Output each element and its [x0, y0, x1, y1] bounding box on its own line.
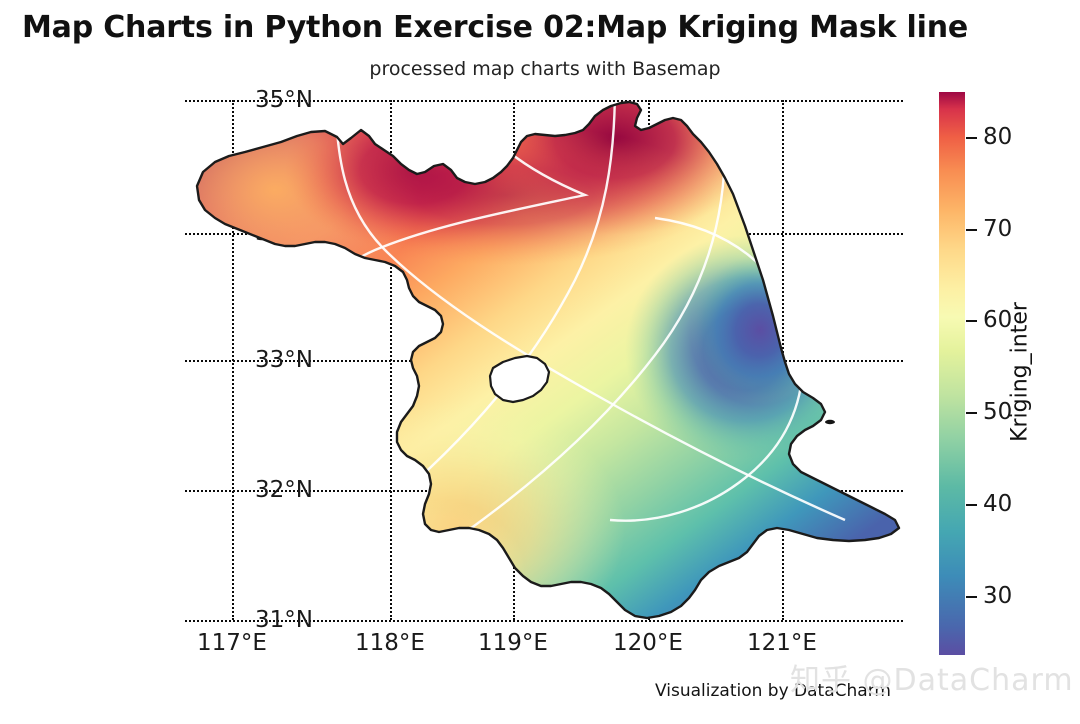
gridline-lon-117	[232, 100, 234, 620]
colorbar-tick-80: 80	[966, 124, 1012, 150]
xtick-label-117e: 117°E	[197, 630, 267, 656]
kriging-map	[195, 100, 901, 620]
gridline-lat-31	[185, 620, 903, 622]
ytick-label-33n: 33°N	[255, 347, 313, 373]
ytick-label-35n: 35°N	[255, 87, 313, 113]
gridline-lat-35	[185, 100, 903, 102]
colorbar-tick-40: 40	[966, 491, 1012, 517]
colorbar-tick-label-70: 70	[983, 216, 1013, 242]
gridline-lon-118	[390, 100, 392, 620]
offshore-island-marker	[825, 419, 835, 425]
colorbar-tick-label-60: 60	[983, 307, 1013, 333]
chart-subtitle: processed map charts with Basemap	[369, 58, 721, 80]
ytick-label-32n: 32°N	[255, 477, 313, 503]
colorbar-tick-50: 50	[966, 399, 1012, 425]
colorbar-gradient	[939, 92, 965, 655]
contour-level-80	[333, 102, 846, 522]
xtick-label-118e: 118°E	[355, 630, 425, 656]
colorbar-tick-30: 30	[966, 583, 1012, 609]
plot-area: 35°N 34°N 33°N 32°N 31°N 117°E 118°E 119…	[185, 87, 903, 656]
credit-text: Visualization by DataCharm	[655, 681, 891, 701]
xtick-label-120e: 120°E	[613, 630, 683, 656]
colorbar-tick-label-30: 30	[983, 583, 1013, 609]
xtick-label-121e: 121°E	[747, 630, 817, 656]
colorbar-tick-label-40: 40	[983, 491, 1013, 517]
colorbar-tick-label-50: 50	[983, 399, 1013, 425]
xtick-label-119e: 119°E	[478, 630, 548, 656]
contour-level-40	[609, 216, 804, 522]
page-title: Map Charts in Python Exercise 02:Map Kri…	[22, 10, 969, 45]
colorbar-axis-label: Kriging_inter	[1007, 302, 1033, 442]
colorbar-tick-60: 60	[966, 307, 1012, 333]
colorbar-tick-label-80: 80	[983, 124, 1013, 150]
ytick-label-31n: 31°N	[255, 607, 313, 633]
watermark-text: 知乎 @DataCharm	[790, 663, 1074, 698]
colorbar-tick-70: 70	[966, 216, 1012, 242]
